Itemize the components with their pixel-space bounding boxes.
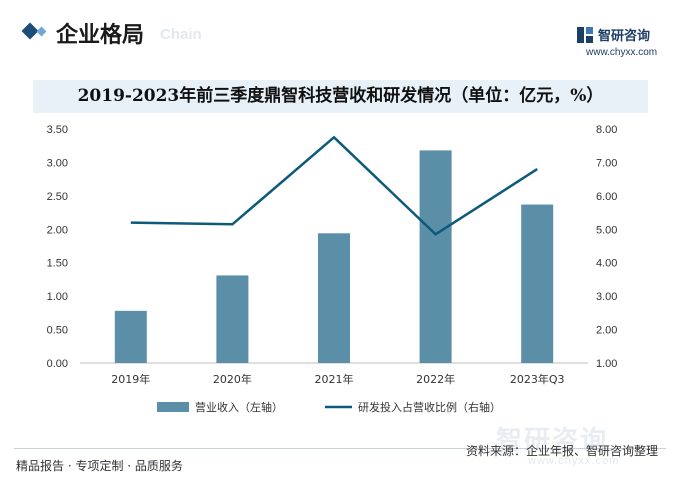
section-subtitle: Chain — [160, 26, 202, 43]
y-right-tick-label: 1.00 — [596, 358, 617, 370]
x-tick-label: 2019年 — [111, 372, 150, 386]
y-left-tick-label: 3.00 — [47, 157, 68, 169]
y-right-tick-label: 2.00 — [596, 325, 617, 337]
y-left-tick-label: 1.50 — [47, 258, 68, 270]
y-left-tick-label: 2.00 — [47, 224, 68, 236]
footer-source: 资料来源：企业年报、智研咨询整理 — [465, 444, 658, 458]
brand-name: 智研咨询 — [598, 29, 651, 44]
legend-line-label: 研发投入占营收比例（右轴） — [358, 400, 501, 414]
y-left-tick-label: 3.50 — [47, 124, 68, 136]
page-header: 企业格局 Chain 智研咨询 www.chyxx.com — [0, 0, 680, 62]
watermark-logo: 智研咨询 — [496, 426, 609, 456]
bar — [419, 150, 452, 363]
y-left-tick-label: 0.00 — [47, 358, 68, 370]
y-right-tick-label: 8.00 — [596, 124, 617, 136]
bar — [216, 275, 249, 363]
bar — [318, 233, 350, 363]
x-tick-label: 2022年 — [416, 372, 455, 386]
brand-logo-icon — [577, 27, 593, 43]
chart-title: 2019-2023年前三季度鼎智科技营收和研发情况（单位：亿元，%） — [77, 86, 604, 106]
footer-tagline: 精品报告 · 专项定制 · 品质服务 — [16, 459, 183, 473]
bar — [114, 310, 147, 363]
footer-divider — [14, 448, 666, 449]
legend-bar-label: 营业收入（左轴） — [195, 400, 283, 414]
y-right-tick-label: 6.00 — [596, 191, 617, 203]
x-tick-label: 2020年 — [213, 372, 252, 386]
watermark-url: www.chyxx.com — [528, 455, 620, 467]
y-left-tick-label: 1.00 — [47, 291, 68, 303]
x-tick-label: 2023年Q3 — [510, 372, 565, 386]
chart-title-band: 2019-2023年前三季度鼎智科技营收和研发情况（单位：亿元，%） — [33, 80, 648, 113]
x-tick-label: 2021年 — [315, 372, 354, 386]
y-right-tick-label: 5.00 — [596, 224, 617, 236]
legend-bar-swatch — [157, 402, 189, 412]
line-series-path — [130, 135, 538, 236]
bar — [521, 204, 554, 363]
y-right-tick-label: 7.00 — [596, 157, 617, 169]
section-title: 企业格局 — [56, 23, 145, 48]
y-left-tick-label: 2.50 — [47, 191, 68, 203]
y-right-tick-label: 3.00 — [596, 291, 617, 303]
y-right-tick-label: 4.00 — [596, 258, 617, 270]
page-footer: 精品报告 · 专项定制 · 品质服务 资料来源：企业年报、智研咨询整理 — [0, 444, 680, 490]
brand-url[interactable]: www.chyxx.com — [586, 47, 658, 58]
y-left-tick-label: 0.50 — [47, 325, 68, 337]
